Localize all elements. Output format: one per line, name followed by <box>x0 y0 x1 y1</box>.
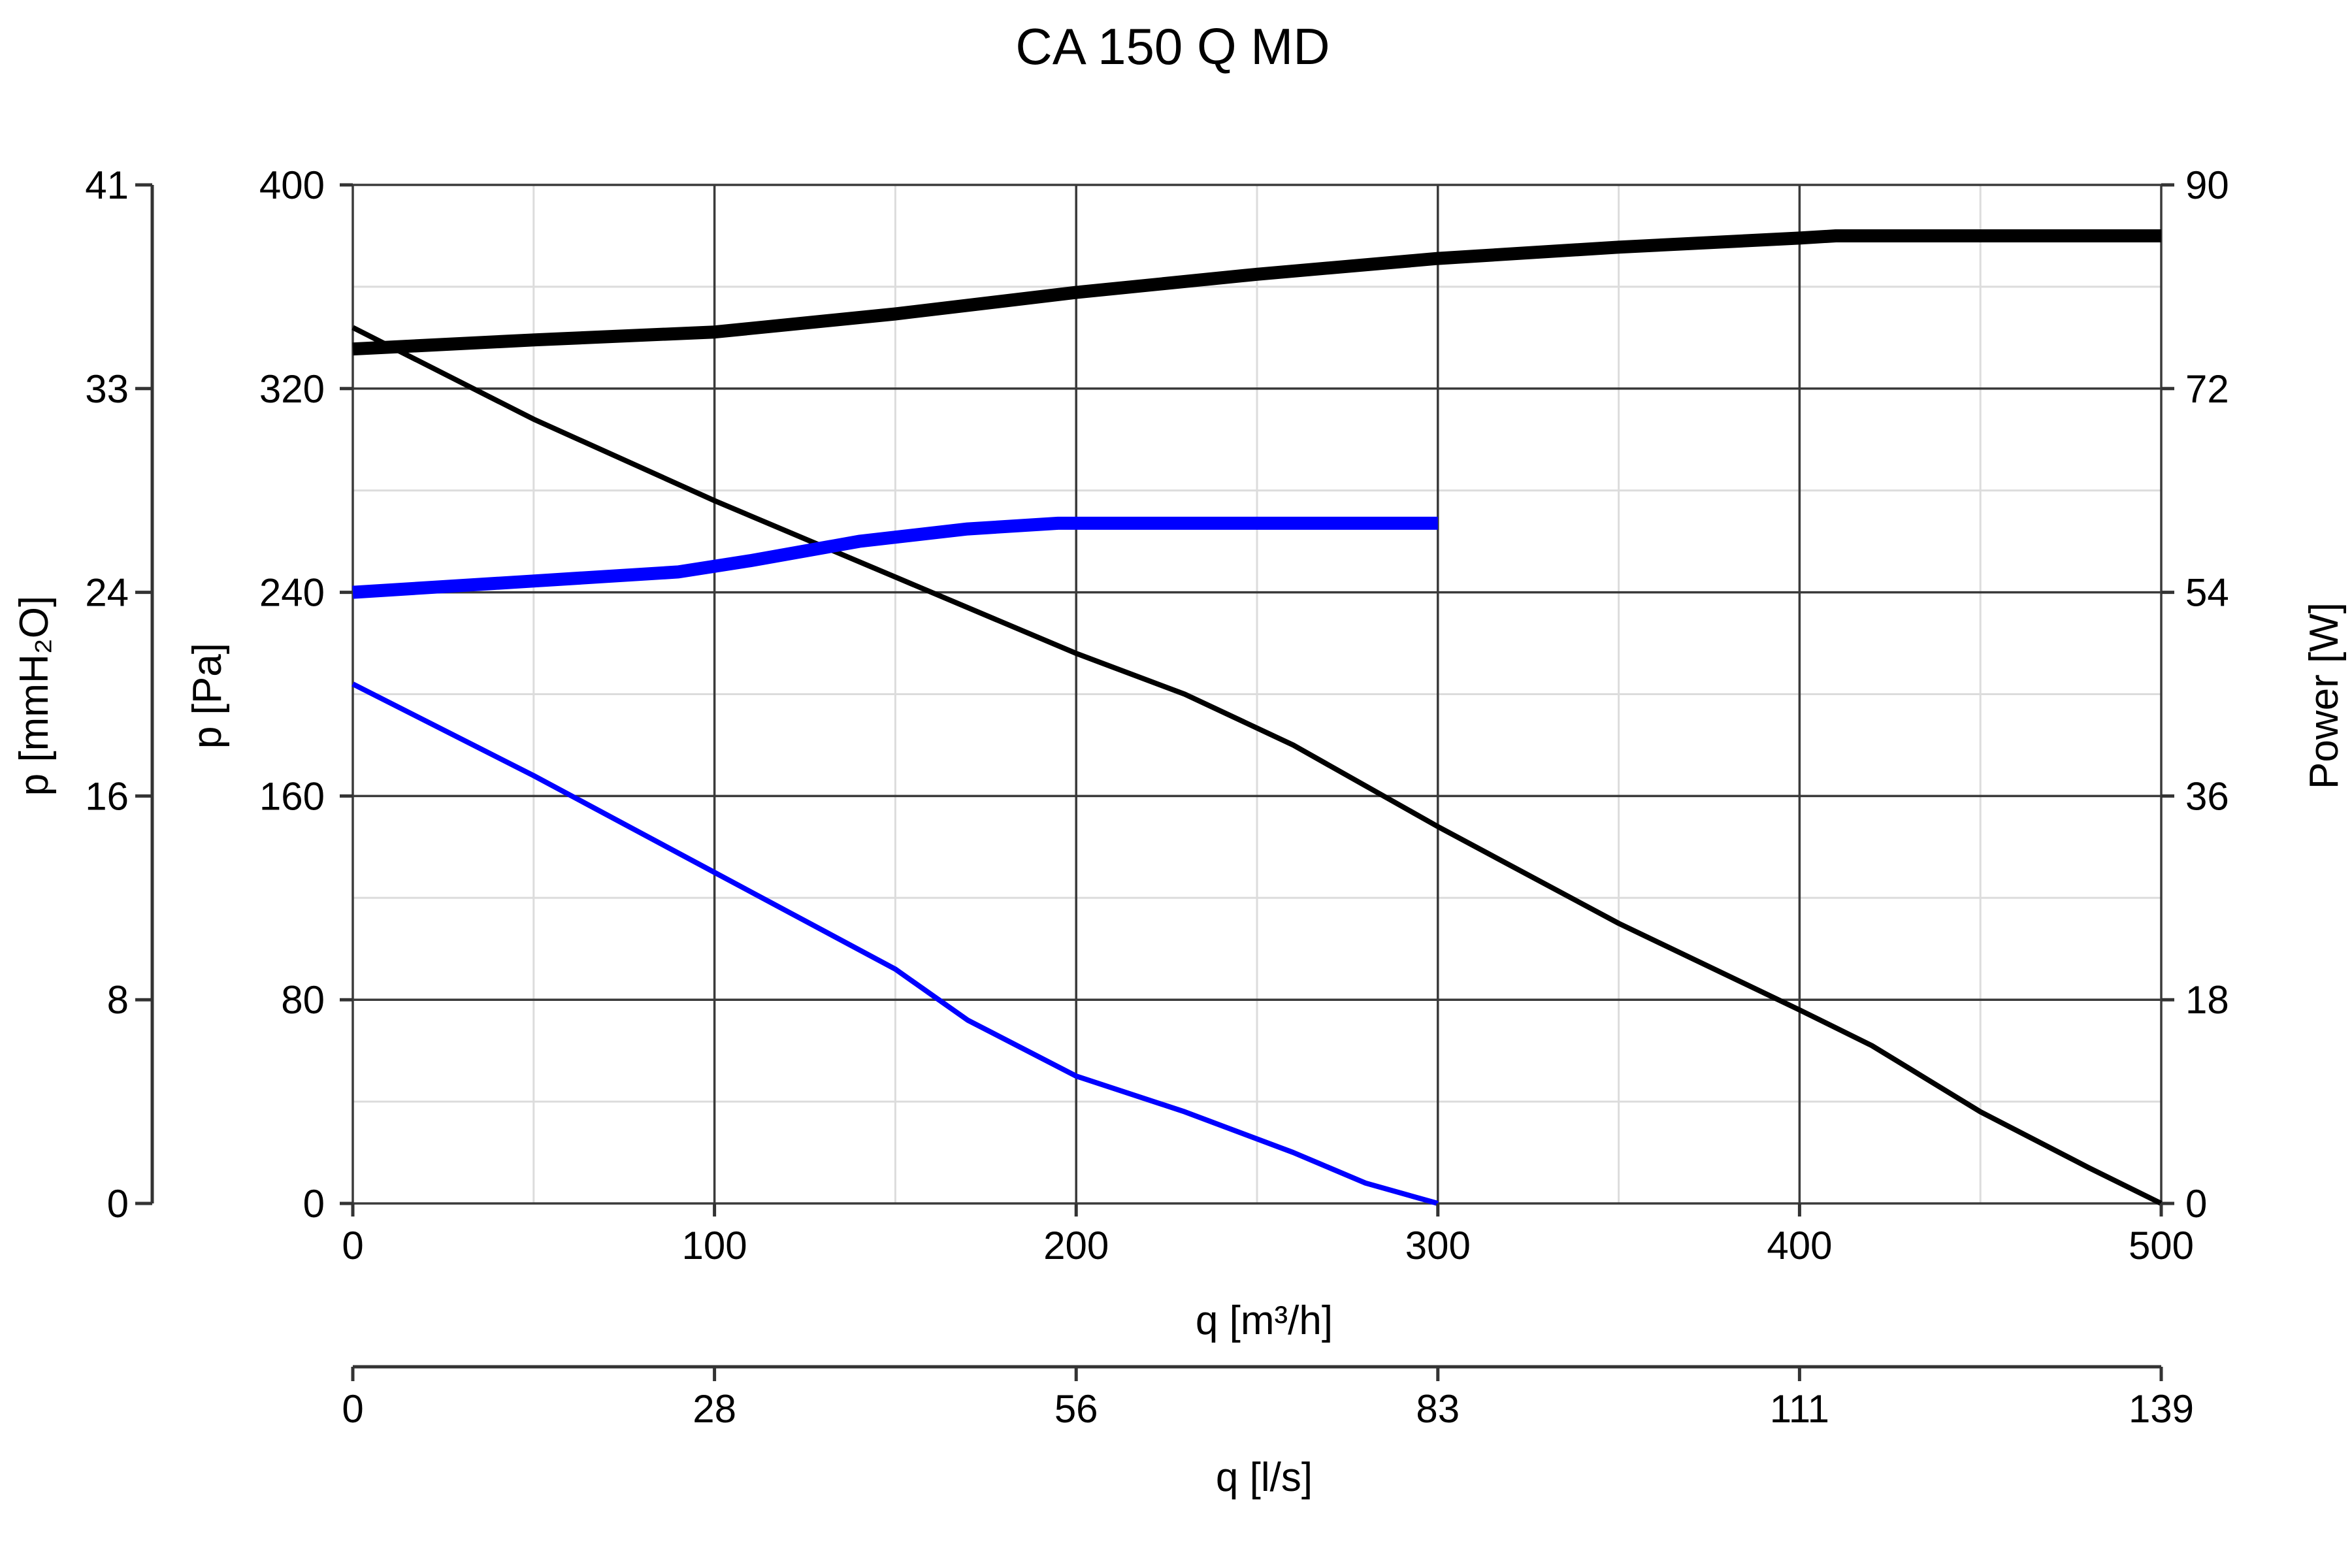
y-right-tick-label: 36 <box>2185 774 2229 818</box>
y-axis-secondary-left-title: p [mmH₂O] <box>12 596 57 796</box>
x-secondary-tick-label: 0 <box>342 1387 363 1431</box>
x-secondary-tick-label: 139 <box>2129 1387 2194 1431</box>
y-axis-right-title: Power [W] <box>2302 602 2347 789</box>
y-tick-label: 400 <box>259 163 325 207</box>
series-line-pressure-2 <box>351 681 1439 1206</box>
series-layer <box>351 229 2163 1206</box>
series-line-pressure-1 <box>351 325 2163 1206</box>
x-secondary-tick-label: 111 <box>1770 1387 1829 1431</box>
x-secondary-tick-label: 28 <box>693 1387 736 1431</box>
y-axis-title: p [Pa] <box>185 643 230 749</box>
x-tick-label: 400 <box>1767 1224 1832 1267</box>
y-tick-label: 80 <box>281 978 325 1022</box>
y-secondary-tick-label: 24 <box>85 571 129 615</box>
y-tick-label: 240 <box>259 571 325 615</box>
y-tick-label: 160 <box>259 774 325 818</box>
y-right-tick-label: 0 <box>2185 1182 2207 1226</box>
axes-layer <box>135 183 2174 1381</box>
y-secondary-tick-label: 33 <box>85 367 129 411</box>
x-tick-label: 100 <box>682 1224 747 1267</box>
x-tick-label: 200 <box>1043 1224 1109 1267</box>
tick-labels: 0 80 160 240 320 400 0 8 16 24 33 41 0 18 36 54 72 90 0 100… <box>85 163 2229 1431</box>
x-axis-secondary-title: q [l/s] <box>1216 1455 1313 1500</box>
y-right-tick-label: 54 <box>2185 571 2229 615</box>
y-right-tick-label: 72 <box>2185 367 2229 411</box>
x-axis-title: q [m³/h] <box>1196 1298 1333 1343</box>
y-tick-label: 0 <box>303 1182 325 1226</box>
x-secondary-tick-label: 83 <box>1416 1387 1460 1431</box>
major-gridlines <box>351 184 2163 1205</box>
x-secondary-tick-label: 56 <box>1054 1387 1098 1431</box>
y-secondary-tick-label: 8 <box>107 978 129 1022</box>
y-secondary-tick-label: 41 <box>85 163 129 207</box>
y-secondary-tick-label: 16 <box>85 774 129 818</box>
y-right-tick-label: 90 <box>2185 163 2229 207</box>
chart-title: CA 150 Q MD <box>1015 18 1330 75</box>
y-right-tick-label: 18 <box>2185 978 2229 1022</box>
x-tick-label: 500 <box>2129 1224 2194 1267</box>
y-secondary-tick-label: 0 <box>107 1182 129 1226</box>
series-line-power-4 <box>352 516 1438 599</box>
y-tick-label: 320 <box>259 367 325 411</box>
x-tick-label: 0 <box>342 1224 363 1267</box>
series-line-power-3 <box>352 229 2161 356</box>
x-tick-label: 300 <box>1405 1224 1471 1267</box>
